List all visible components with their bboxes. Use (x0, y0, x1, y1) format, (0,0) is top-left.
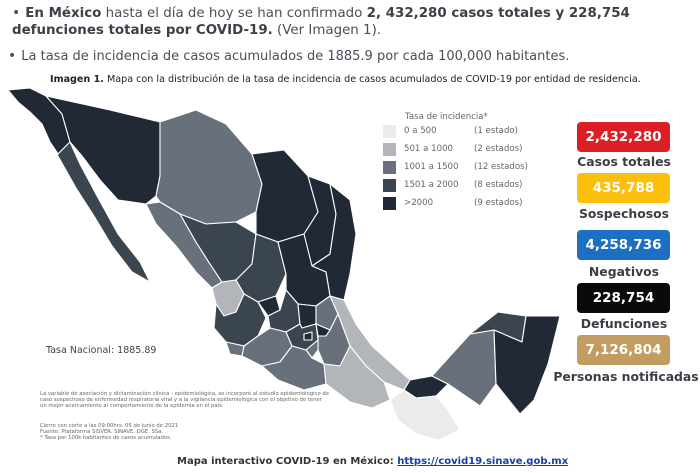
bullet-bold-text: 2, 432,280 casos totales y 228,754 defun… (12, 6, 630, 38)
legend-range: 501 a 1000 (404, 144, 454, 154)
legend-row: 1501 a 2000 (8 estados) (383, 178, 533, 192)
caption-text: Mapa con la distribución de la tasa de i… (103, 74, 641, 85)
legend-count: (9 estados) (474, 198, 523, 208)
deaths-label: Defunciones (580, 316, 668, 331)
state-chiapas (389, 389, 461, 441)
legend-range: >2000 (404, 198, 434, 208)
state-sonora (45, 95, 161, 205)
legend-swatch (383, 178, 396, 192)
legend-count: (1 estado) (474, 126, 519, 136)
legend-row: >2000 (9 estados) (383, 196, 533, 210)
state-oaxaca (323, 345, 391, 409)
state-campeche (431, 329, 497, 407)
state-jalisco (213, 293, 267, 347)
mexico-map (7, 87, 560, 441)
legend-range: 1001 a 1500 (404, 162, 459, 172)
national-rate: Tasa Nacional: 1885.89 (46, 345, 157, 356)
source-note: Cierre con corte a las 09:00hrs. 05 de j… (40, 423, 179, 442)
legend-title: Tasa de incidencia* (405, 112, 488, 122)
notified-label: Personas notificadas (553, 369, 699, 384)
bullet-text: La tasa de incidencia de casos acumulado… (21, 49, 570, 64)
suspected-box: 435,788 (577, 173, 670, 203)
legend-range: 1501 a 2000 (404, 180, 459, 190)
footer-text: Mapa interactivo COVID-19 en México: (177, 456, 398, 467)
state-guerrero (261, 345, 327, 391)
bullet-dot: • (8, 48, 17, 64)
footer: Mapa interactivo COVID-19 en México: htt… (177, 456, 568, 467)
total-cases-box: 2,432,280 (577, 122, 670, 152)
caption-label: Imagen 1. (50, 74, 104, 85)
legend-row: 1001 a 1500 (12 estados) (383, 160, 533, 174)
interactive-map-link[interactable]: https://covid19.sinave.gob.mx (397, 456, 569, 467)
deaths-box: 228,754 (577, 283, 670, 313)
bullet-incidence-rate: • La tasa de incidencia de casos acumulad… (8, 48, 569, 65)
bullet-confirmed-cases: • En México hasta el día de hoy se han co… (12, 5, 692, 39)
bullet-dot: • (12, 5, 21, 21)
state-baja-california (7, 87, 71, 155)
bullet-suffix: (Ver Imagen 1). (272, 23, 382, 38)
legend-count: (2 estados) (474, 144, 523, 154)
legend-count: (12 estados) (474, 162, 528, 172)
legend-row: 501 a 1000 (2 estados) (383, 142, 533, 156)
state-quintana-roo (493, 315, 560, 415)
negative-label: Negativos (588, 264, 660, 279)
legend-swatch (383, 142, 396, 156)
state-chihuahua (155, 109, 263, 225)
legend-range: 0 a 500 (404, 126, 437, 136)
bullet-lead: En México (25, 6, 102, 21)
legend-swatch (383, 196, 396, 210)
suspected-label: Sospechosos (578, 206, 670, 221)
legend-swatch (383, 160, 396, 174)
total-cases-label: Casos totales (577, 154, 671, 169)
legend-row: 0 a 500 (1 estado) (383, 124, 533, 138)
state-cdmx (303, 331, 313, 341)
map-caption: Imagen 1. Mapa con la distribución de la… (50, 74, 641, 85)
bullet-text: hasta el día de hoy se han confirmado (101, 6, 367, 21)
legend-swatch (383, 124, 396, 138)
legend-count: (8 estados) (474, 180, 523, 190)
negative-box: 4,258,736 (577, 230, 670, 260)
notified-box: 7,126,804 (577, 335, 670, 365)
methodology-note: La variable de asociación y dictaminació… (40, 391, 329, 410)
